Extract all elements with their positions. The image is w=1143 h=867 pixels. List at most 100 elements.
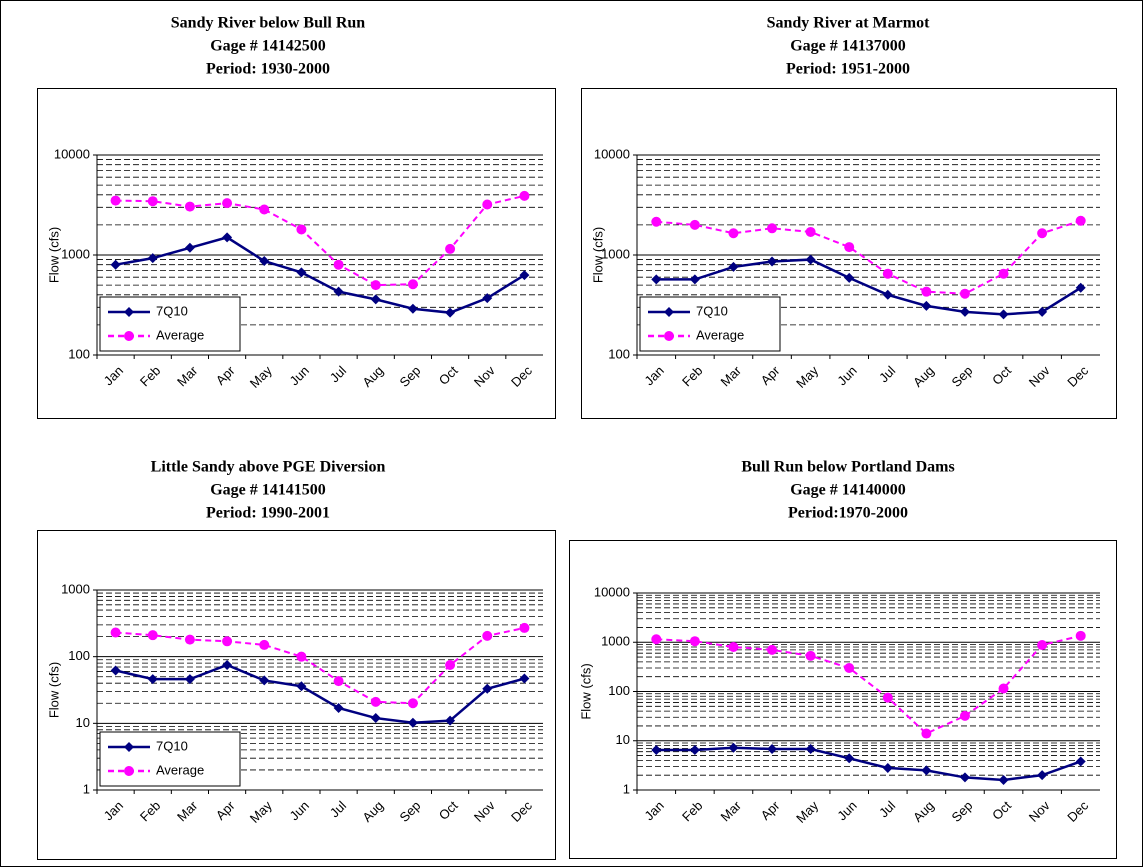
data-point [184, 634, 195, 645]
data-point [445, 243, 456, 254]
y-tick-label: 100 [608, 683, 630, 698]
data-point [805, 743, 816, 754]
data-point [184, 674, 195, 685]
y-tick-label: 1000 [61, 581, 90, 596]
chart-title: Little Sandy above PGE Diversion [151, 459, 386, 476]
data-point [333, 702, 344, 713]
y-axis-label: Flow (cfs) [590, 227, 605, 283]
chart-title: Sandy River below Bull Run [171, 15, 366, 32]
data-point [445, 715, 456, 726]
data-point [519, 190, 530, 201]
y-tick-label: 100 [68, 346, 90, 361]
data-point [370, 294, 381, 305]
data-point [689, 636, 700, 647]
data-point [767, 223, 778, 234]
data-point [333, 676, 344, 687]
data-point [110, 627, 121, 638]
data-point [407, 303, 418, 314]
y-tick-label: 10000 [594, 146, 630, 161]
data-point [259, 639, 270, 650]
panel-frame [581, 88, 1117, 419]
y-axis-label: Flow (cfs) [46, 662, 61, 718]
data-point [333, 259, 344, 270]
y-tick-label: 100 [608, 346, 630, 361]
data-point [296, 681, 307, 692]
data-point [767, 256, 778, 267]
data-point [482, 630, 493, 641]
legend-marker [124, 331, 134, 341]
data-point [407, 717, 418, 728]
data-point [998, 309, 1009, 320]
data-point [259, 256, 270, 267]
data-point [1075, 282, 1086, 293]
chart-title: Gage # 14137000 [790, 38, 906, 55]
data-point [651, 216, 662, 227]
y-tick-label: 1000 [61, 246, 90, 261]
data-point [147, 196, 158, 207]
data-point [184, 201, 195, 212]
chart-title: Period: 1930-2000 [206, 61, 330, 78]
data-point [482, 199, 493, 210]
chart-title: Gage # 14141500 [210, 482, 326, 499]
chart-title: Gage # 14142500 [210, 38, 326, 55]
data-point [959, 772, 970, 783]
legend-box [99, 731, 241, 787]
series-line [656, 258, 1082, 316]
data-point [844, 272, 855, 283]
data-point [728, 261, 739, 272]
data-point [805, 650, 816, 661]
series-line [115, 626, 525, 705]
data-point [222, 659, 233, 670]
series-line [115, 194, 525, 287]
data-point [259, 204, 270, 215]
data-point [959, 288, 970, 299]
y-tick-label: 1000 [601, 634, 630, 649]
data-point [844, 663, 855, 674]
data-point [689, 219, 700, 230]
data-point [482, 683, 493, 694]
data-point [407, 698, 418, 709]
data-point [998, 268, 1009, 279]
chart-title: Period: 1951-2000 [786, 61, 910, 78]
data-point [882, 268, 893, 279]
data-point [921, 300, 932, 311]
legend-box [639, 296, 781, 352]
y-axis-label: Flow (cfs) [46, 227, 61, 283]
y-tick-label: 10000 [594, 584, 630, 599]
y-tick-label: 10 [616, 732, 630, 747]
data-point [689, 744, 700, 755]
y-tick-label: 1 [623, 781, 630, 796]
legend-label: Average [696, 327, 744, 342]
data-point [110, 665, 121, 676]
data-point [728, 642, 739, 653]
legend-marker [664, 331, 674, 341]
y-tick-label: 10 [76, 715, 90, 730]
legend-label: Average [156, 762, 204, 777]
data-point [222, 636, 233, 647]
data-point [407, 279, 418, 290]
data-point [728, 228, 739, 239]
data-point [767, 743, 778, 754]
data-point [445, 307, 456, 318]
series-line [656, 634, 1081, 735]
data-point [519, 270, 530, 281]
legend-marker [124, 742, 134, 752]
data-point [184, 242, 195, 253]
panel-frame [37, 530, 556, 860]
data-point [921, 728, 932, 739]
chart-title: Period:1970-2000 [788, 505, 908, 522]
data-point [296, 267, 307, 278]
data-point [110, 259, 121, 270]
data-point [519, 673, 530, 684]
y-tick-label: 1000 [601, 246, 630, 261]
data-point [651, 634, 662, 645]
data-point [805, 226, 816, 237]
chart-title: Gage # 14140000 [790, 482, 906, 499]
chart-title: Bull Run below Portland Dams [741, 459, 954, 476]
data-point [844, 753, 855, 764]
data-point [651, 274, 662, 285]
data-point [921, 765, 932, 776]
legend-label: Average [156, 327, 204, 342]
data-point [1075, 756, 1086, 767]
series-line [115, 236, 526, 314]
